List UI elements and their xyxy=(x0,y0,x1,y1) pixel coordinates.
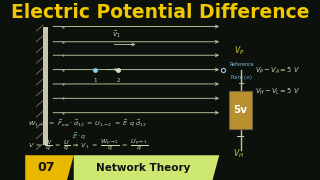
Text: $V\ =\ \dfrac{W}{q}\ =\ \dfrac{U}{q}\ \Rightarrow\ V_1\ =\ \dfrac{W_{p\to1}}{q}\: $V\ =\ \dfrac{W}{q}\ =\ \dfrac{U}{q}\ \R… xyxy=(28,137,148,153)
Text: $V_H - V_L = 5\ V$: $V_H - V_L = 5\ V$ xyxy=(255,87,300,97)
Text: $V_H$: $V_H$ xyxy=(233,148,244,160)
Polygon shape xyxy=(74,155,219,180)
Text: Electric Potential Difference: Electric Potential Difference xyxy=(11,3,309,22)
Text: 1: 1 xyxy=(93,78,97,83)
Bar xyxy=(229,91,252,129)
Text: 5v: 5v xyxy=(234,105,248,115)
Text: $V_P$: $V_P$ xyxy=(234,44,244,57)
Text: Reference: Reference xyxy=(229,62,254,67)
Text: $\vec{v}_1$: $\vec{v}_1$ xyxy=(112,29,121,40)
Text: −: − xyxy=(236,132,245,141)
Text: 2: 2 xyxy=(116,78,120,83)
Text: $\vec{E}\cdot q$: $\vec{E}\cdot q$ xyxy=(72,130,87,142)
Polygon shape xyxy=(25,155,74,180)
Bar xyxy=(43,26,48,145)
Text: 07: 07 xyxy=(37,161,55,174)
Text: Point ($\infty$): Point ($\infty$) xyxy=(229,73,253,82)
Text: $W_{1\to2}\ =\ \vec{F}_{ext}\cdot\vec{d}_{12}\ =\ U_{1-2}\ =\ \vec{E}$$\ q\ \vec: $W_{1\to2}\ =\ \vec{F}_{ext}\cdot\vec{d}… xyxy=(28,118,147,129)
Text: $V_P - V_A = 5\ V$: $V_P - V_A = 5\ V$ xyxy=(255,65,300,76)
Text: Network Theory: Network Theory xyxy=(96,163,190,173)
Text: +: + xyxy=(237,79,244,88)
